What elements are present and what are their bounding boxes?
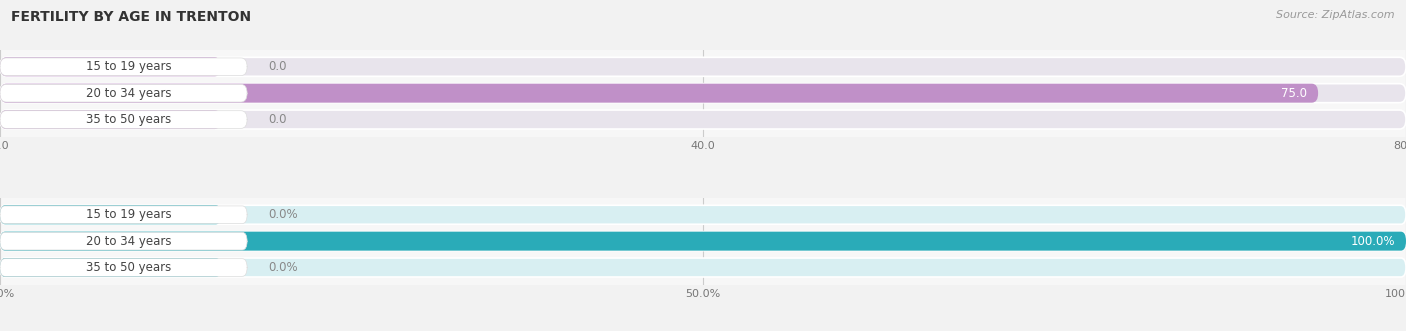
Text: 35 to 50 years: 35 to 50 years: [86, 261, 172, 274]
FancyBboxPatch shape: [0, 258, 221, 277]
Text: 35 to 50 years: 35 to 50 years: [86, 113, 172, 126]
Text: 0.0: 0.0: [269, 113, 287, 126]
FancyBboxPatch shape: [0, 232, 247, 250]
FancyBboxPatch shape: [0, 110, 221, 129]
Text: Source: ZipAtlas.com: Source: ZipAtlas.com: [1277, 10, 1395, 20]
FancyBboxPatch shape: [0, 206, 247, 224]
Text: 0.0%: 0.0%: [269, 261, 298, 274]
Text: 0.0%: 0.0%: [269, 208, 298, 221]
FancyBboxPatch shape: [0, 58, 247, 75]
Text: 75.0: 75.0: [1281, 87, 1308, 100]
Text: 20 to 34 years: 20 to 34 years: [86, 87, 172, 100]
FancyBboxPatch shape: [0, 258, 1406, 277]
FancyBboxPatch shape: [0, 84, 1319, 103]
FancyBboxPatch shape: [0, 232, 1406, 251]
FancyBboxPatch shape: [0, 259, 247, 276]
Text: 100.0%: 100.0%: [1350, 235, 1395, 248]
FancyBboxPatch shape: [0, 111, 247, 128]
Text: 15 to 19 years: 15 to 19 years: [86, 208, 172, 221]
FancyBboxPatch shape: [0, 205, 1406, 224]
FancyBboxPatch shape: [0, 232, 1406, 251]
Text: 15 to 19 years: 15 to 19 years: [86, 60, 172, 73]
FancyBboxPatch shape: [0, 84, 247, 102]
Text: FERTILITY BY AGE IN TRENTON: FERTILITY BY AGE IN TRENTON: [11, 10, 252, 24]
FancyBboxPatch shape: [0, 57, 1406, 76]
FancyBboxPatch shape: [0, 205, 221, 224]
Text: 20 to 34 years: 20 to 34 years: [86, 235, 172, 248]
FancyBboxPatch shape: [0, 110, 1406, 129]
Text: 0.0: 0.0: [269, 60, 287, 73]
FancyBboxPatch shape: [0, 57, 221, 76]
FancyBboxPatch shape: [0, 84, 1406, 103]
